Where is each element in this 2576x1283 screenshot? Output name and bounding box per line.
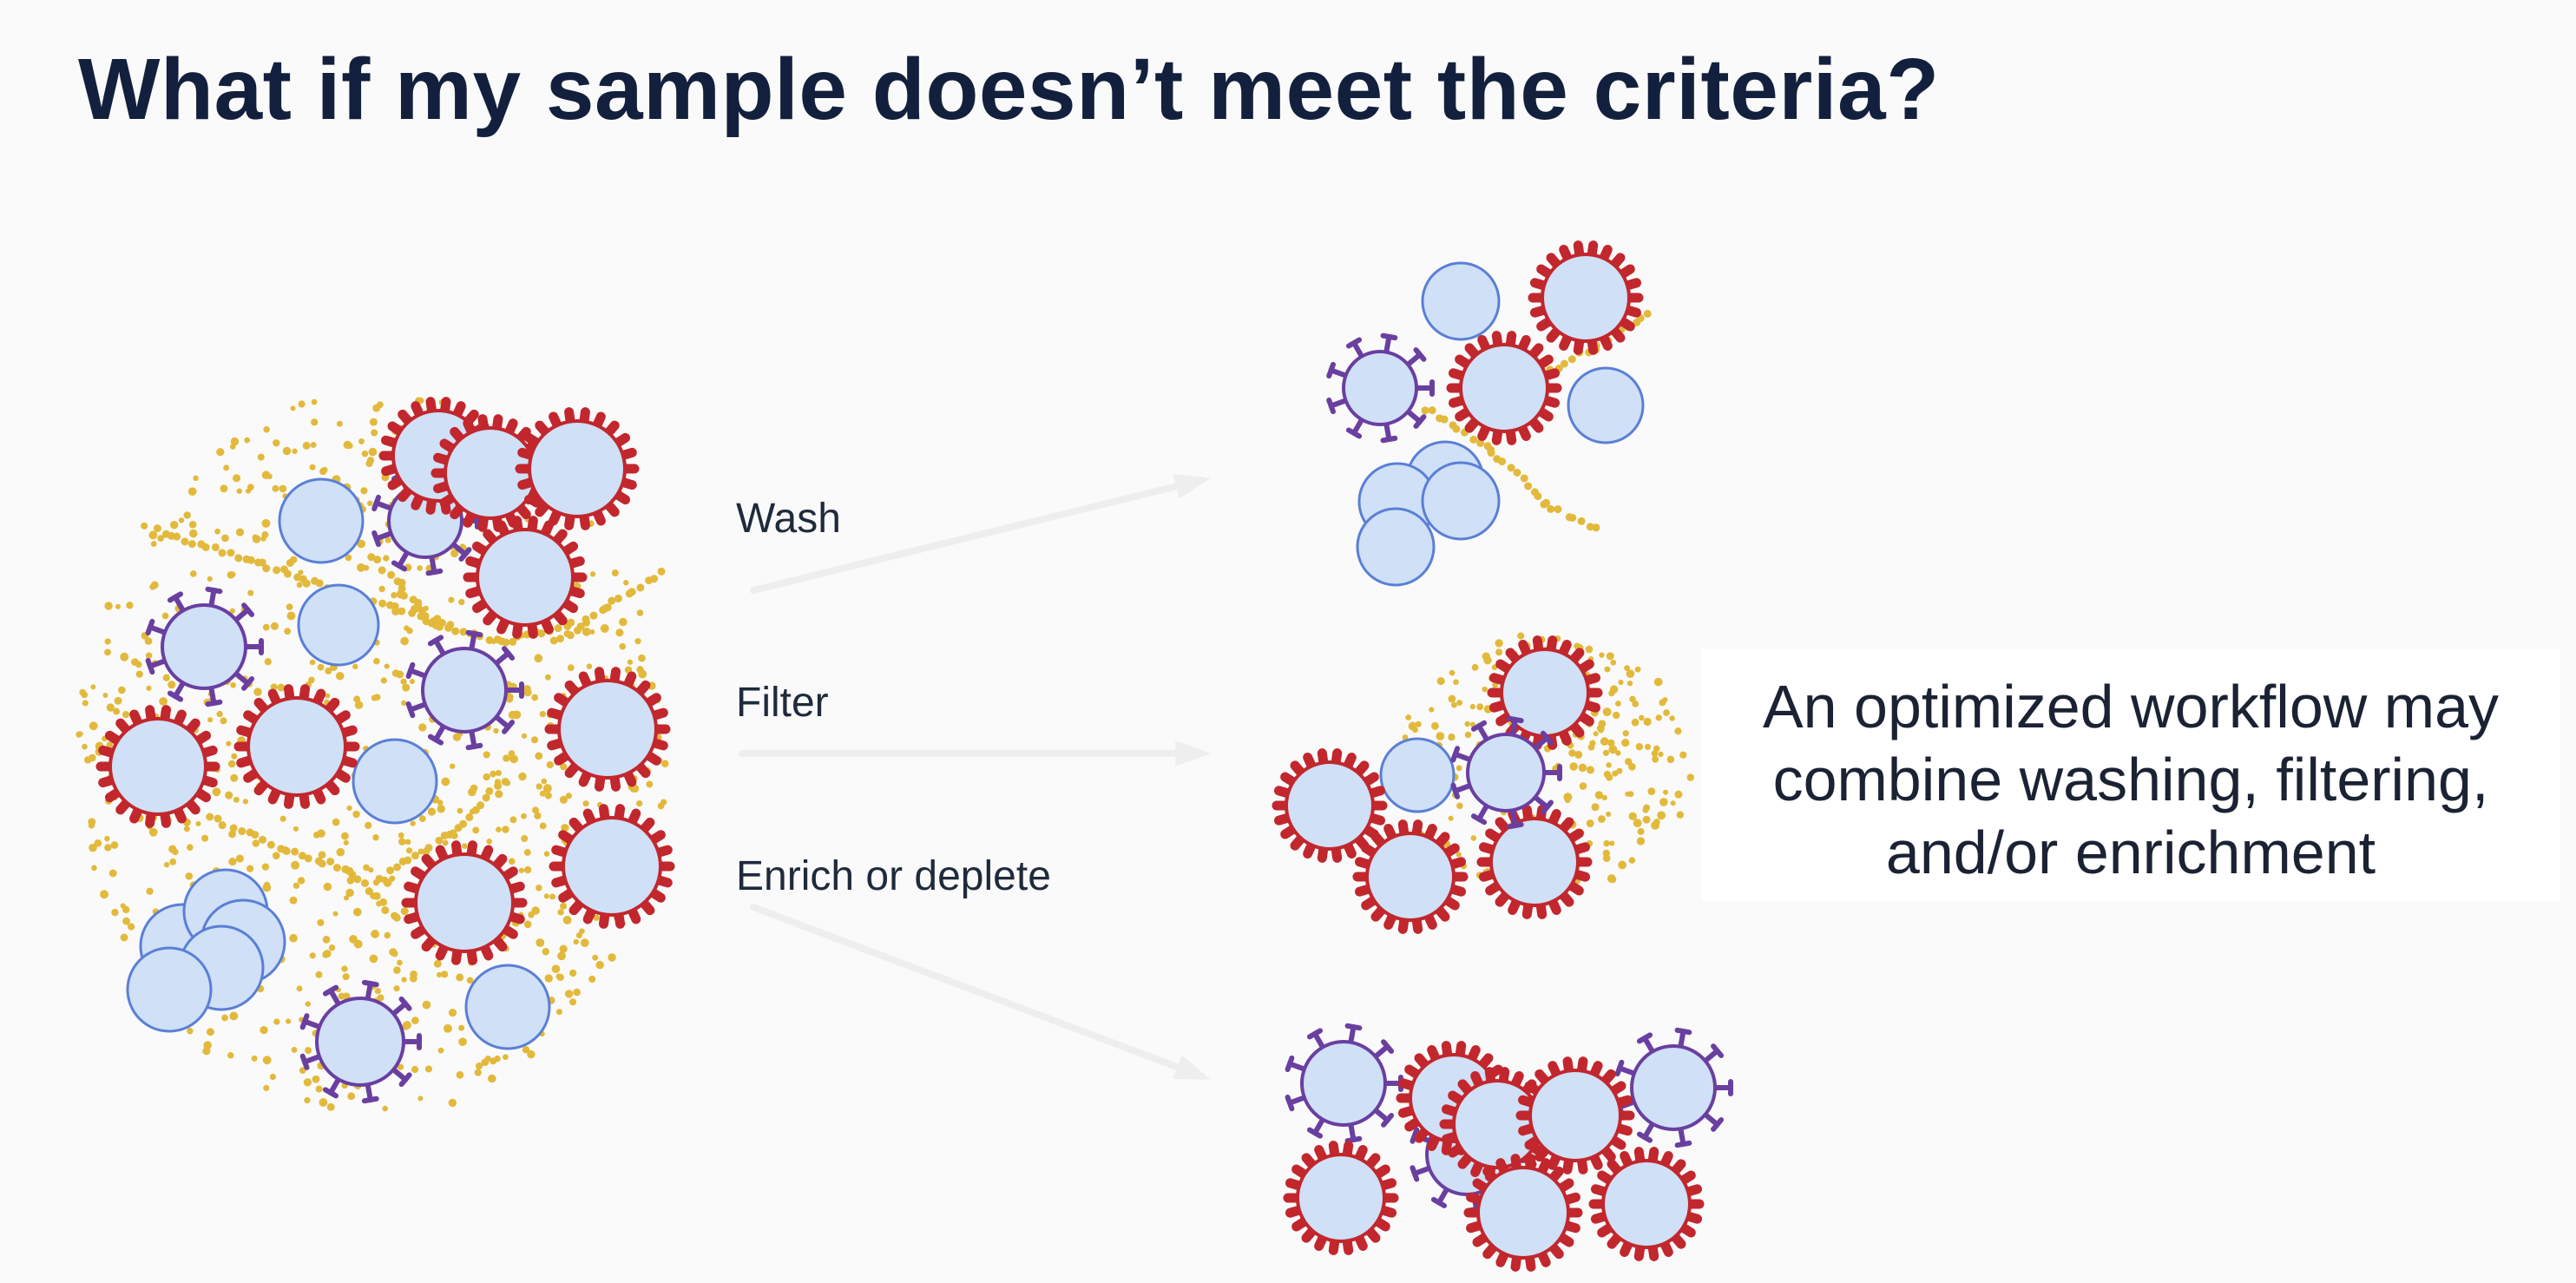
red-spiked-cell-icon (1476, 805, 1593, 919)
cell-icon (1379, 737, 1456, 813)
red-spiked-cell-icon (1487, 635, 1603, 750)
red-spiked-cell-icon (1515, 1056, 1635, 1174)
summary-note-line: combine washing, filtering, (1772, 746, 2489, 813)
red-spiked-cell-icon (1352, 819, 1469, 934)
red-spiked-cell-icon (95, 705, 220, 828)
purple-spiked-cell-icon (299, 979, 422, 1104)
fiber (206, 813, 401, 922)
red-spiked-cell-icon (1283, 1141, 1399, 1255)
cells-layer (95, 240, 1733, 1272)
enrich-deplete-label: Enrich or deplete (736, 853, 1051, 899)
fiber (1421, 406, 1600, 532)
cell-icon (464, 964, 551, 1050)
red-spiked-cell-icon (515, 407, 640, 530)
purple-spiked-cell-icon (1285, 1023, 1403, 1144)
filter-label: Filter (736, 680, 829, 726)
summary-note-line: and/or enrichment (1885, 819, 2376, 886)
cell-icon (352, 738, 438, 825)
red-spiked-cell-icon (1463, 1154, 1583, 1272)
red-spiked-cell-icon (233, 684, 360, 809)
purple-spiked-cell-icon (1614, 1027, 1733, 1148)
slide-title: What if my sample doesn’t meet the crite… (78, 41, 1940, 138)
cell-icon (126, 946, 213, 1033)
right-arrow-icon (739, 740, 1211, 767)
red-spiked-cell-icon (1272, 748, 1388, 863)
purple-spiked-cell-icon (1326, 332, 1435, 444)
red-spiked-cell-icon (544, 667, 671, 792)
red-spiked-cell-icon (1528, 240, 1644, 355)
purple-spiked-cell-icon (1450, 715, 1562, 830)
cell-icon (297, 583, 380, 667)
purple-spiked-cell-icon (145, 586, 264, 707)
cell-icon (1421, 261, 1501, 341)
right-arrow-icon (750, 473, 1211, 594)
red-spiked-cell-icon (401, 840, 528, 965)
wash-label: Wash (736, 496, 841, 542)
summary-note-line: An optimized workflow may (1762, 673, 2500, 740)
red-spiked-cell-icon (1588, 1147, 1705, 1261)
red-spiked-cell-icon (1446, 331, 1562, 445)
cell-icon (1567, 366, 1645, 444)
fiber (375, 777, 509, 883)
purple-spiked-cell-icon (405, 629, 524, 751)
red-spiked-cell-icon (549, 804, 675, 929)
fiber (549, 567, 666, 645)
cell-icon (1356, 507, 1436, 587)
right-arrow-icon (750, 904, 1211, 1080)
cell-icon (278, 477, 365, 564)
cell-icon (1421, 461, 1501, 541)
arrows-layer (739, 473, 1211, 1080)
red-spiked-cell-icon (463, 516, 588, 639)
summary-note: An optimized workflow may combine washin… (1701, 649, 2560, 901)
